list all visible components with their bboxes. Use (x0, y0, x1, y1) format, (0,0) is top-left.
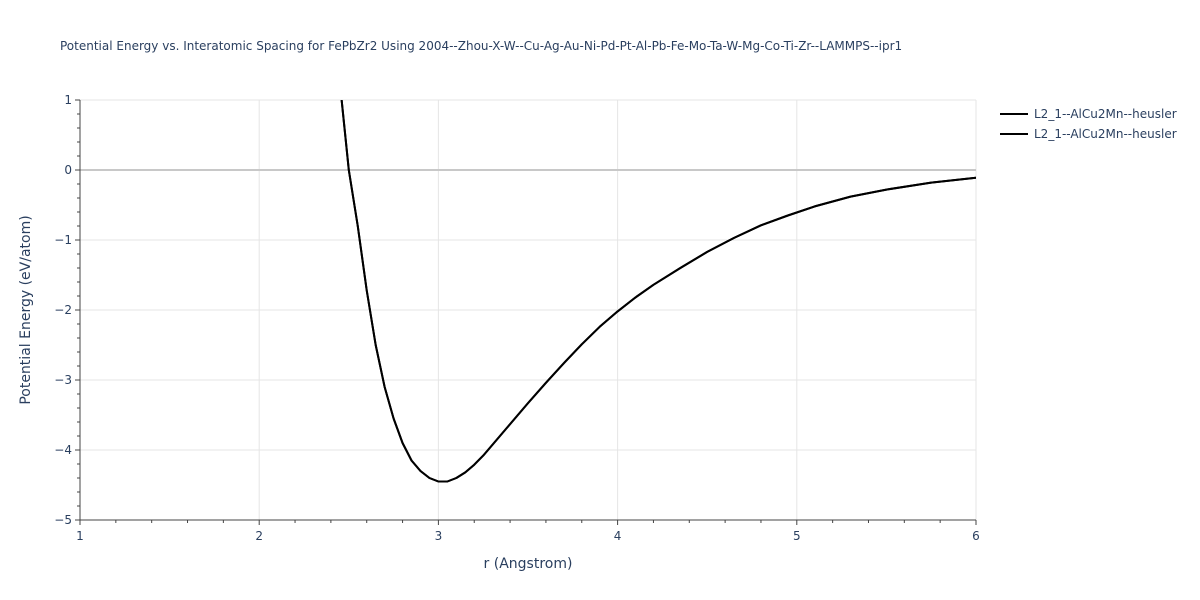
axes (79, 100, 976, 521)
y-tick-label: −5 (54, 513, 72, 527)
legend[interactable]: L2_1--AlCu2Mn--heusler L2_1--AlCu2Mn--heu… (1000, 107, 1177, 141)
legend-item[interactable]: L2_1--AlCu2Mn--heusler (1000, 127, 1177, 141)
x-tick-label: 2 (255, 529, 263, 543)
series-line-1 (340, 100, 976, 483)
x-tick-label: 5 (793, 529, 801, 543)
x-axis-title: r (Angstrom) (484, 556, 573, 572)
chart-title: Potential Energy vs. Interatomic Spacing… (60, 39, 902, 53)
y-tick-label: −3 (54, 373, 72, 387)
x-tick-label: 3 (435, 529, 443, 543)
grid (80, 99, 977, 520)
minor-ticks (75, 99, 977, 525)
y-tick-label: −4 (54, 443, 72, 457)
x-tick-label: 6 (972, 529, 980, 543)
x-tick-label: 4 (614, 529, 622, 543)
legend-item[interactable]: L2_1--AlCu2Mn--heusler (1000, 107, 1177, 121)
y-axis-title: Potential Energy (eV/atom) (18, 215, 34, 404)
x-tick-label: 1 (76, 529, 84, 543)
y-tick-label: 0 (64, 163, 72, 177)
y-tick-labels: 1 0 −1 −2 −3 −4 −5 (54, 93, 72, 527)
series-lines (340, 100, 976, 483)
y-tick-label: 1 (64, 93, 72, 107)
legend-label: L2_1--AlCu2Mn--heusler (1034, 107, 1177, 121)
y-tick-label: −2 (54, 303, 72, 317)
series-line-2 (340, 100, 976, 483)
x-tick-labels: 1 2 3 4 5 6 (76, 529, 980, 543)
legend-label: L2_1--AlCu2Mn--heusler (1034, 127, 1177, 141)
y-tick-label: −1 (54, 233, 72, 247)
